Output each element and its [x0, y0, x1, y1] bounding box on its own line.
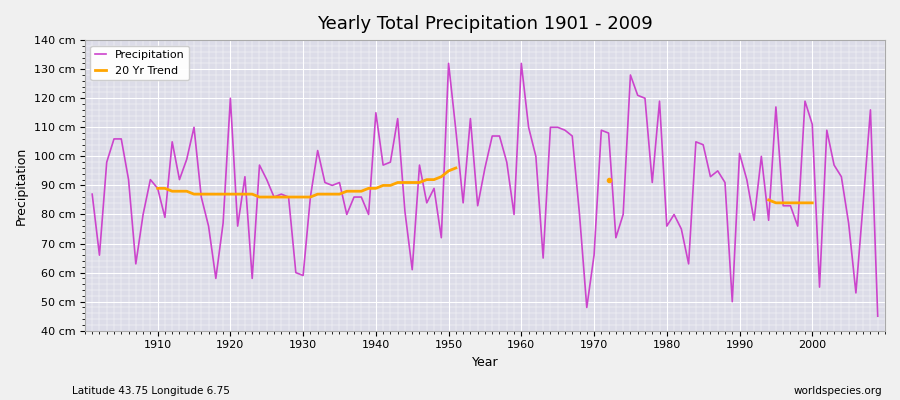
20 Yr Trend: [414, 180, 425, 185]
Line: Precipitation: Precipitation: [92, 63, 878, 316]
20 Yr Trend: [218, 192, 229, 196]
20 Yr Trend: [254, 195, 265, 200]
20 Yr Trend: [407, 180, 418, 185]
20 Yr Trend: [291, 195, 302, 200]
20 Yr Trend: [181, 189, 192, 194]
20 Yr Trend: [152, 186, 163, 191]
20 Yr Trend: [225, 192, 236, 196]
20 Yr Trend: [211, 192, 221, 196]
20 Yr Trend: [320, 192, 330, 196]
20 Yr Trend: [268, 195, 279, 200]
20 Yr Trend: [239, 192, 250, 196]
Precipitation: [523, 125, 534, 130]
20 Yr Trend: [247, 192, 257, 196]
20 Yr Trend: [232, 192, 243, 196]
20 Yr Trend: [284, 195, 294, 200]
20 Yr Trend: [305, 195, 316, 200]
Precipitation: [86, 192, 97, 196]
Precipitation: [443, 61, 454, 66]
Line: 20 Yr Trend: 20 Yr Trend: [158, 168, 456, 197]
20 Yr Trend: [261, 195, 272, 200]
20 Yr Trend: [196, 192, 207, 196]
20 Yr Trend: [203, 192, 214, 196]
20 Yr Trend: [312, 192, 323, 196]
20 Yr Trend: [392, 180, 403, 185]
20 Yr Trend: [400, 180, 410, 185]
20 Yr Trend: [364, 186, 374, 191]
Title: Yearly Total Precipitation 1901 - 2009: Yearly Total Precipitation 1901 - 2009: [317, 15, 652, 33]
Text: worldspecies.org: worldspecies.org: [794, 386, 882, 396]
20 Yr Trend: [159, 186, 170, 191]
20 Yr Trend: [371, 186, 382, 191]
20 Yr Trend: [348, 189, 359, 194]
20 Yr Trend: [443, 168, 454, 173]
Precipitation: [145, 177, 156, 182]
X-axis label: Year: Year: [472, 356, 499, 369]
20 Yr Trend: [436, 174, 446, 179]
Precipitation: [516, 61, 526, 66]
20 Yr Trend: [174, 189, 184, 194]
20 Yr Trend: [378, 183, 389, 188]
Text: Latitude 43.75 Longitude 6.75: Latitude 43.75 Longitude 6.75: [72, 386, 230, 396]
20 Yr Trend: [356, 189, 366, 194]
20 Yr Trend: [385, 183, 396, 188]
Precipitation: [872, 314, 883, 318]
20 Yr Trend: [166, 189, 177, 194]
Precipitation: [305, 195, 316, 200]
20 Yr Trend: [451, 166, 462, 170]
20 Yr Trend: [189, 192, 200, 196]
20 Yr Trend: [428, 177, 439, 182]
Precipitation: [610, 235, 621, 240]
20 Yr Trend: [341, 189, 352, 194]
20 Yr Trend: [276, 195, 287, 200]
20 Yr Trend: [421, 177, 432, 182]
Legend: Precipitation, 20 Yr Trend: Precipitation, 20 Yr Trend: [91, 46, 189, 80]
Precipitation: [348, 195, 359, 200]
Y-axis label: Precipitation: Precipitation: [15, 146, 28, 224]
20 Yr Trend: [298, 195, 309, 200]
20 Yr Trend: [334, 192, 345, 196]
20 Yr Trend: [327, 192, 338, 196]
